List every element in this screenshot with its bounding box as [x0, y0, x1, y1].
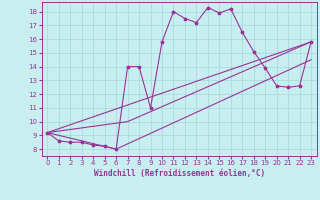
- X-axis label: Windchill (Refroidissement éolien,°C): Windchill (Refroidissement éolien,°C): [94, 169, 265, 178]
